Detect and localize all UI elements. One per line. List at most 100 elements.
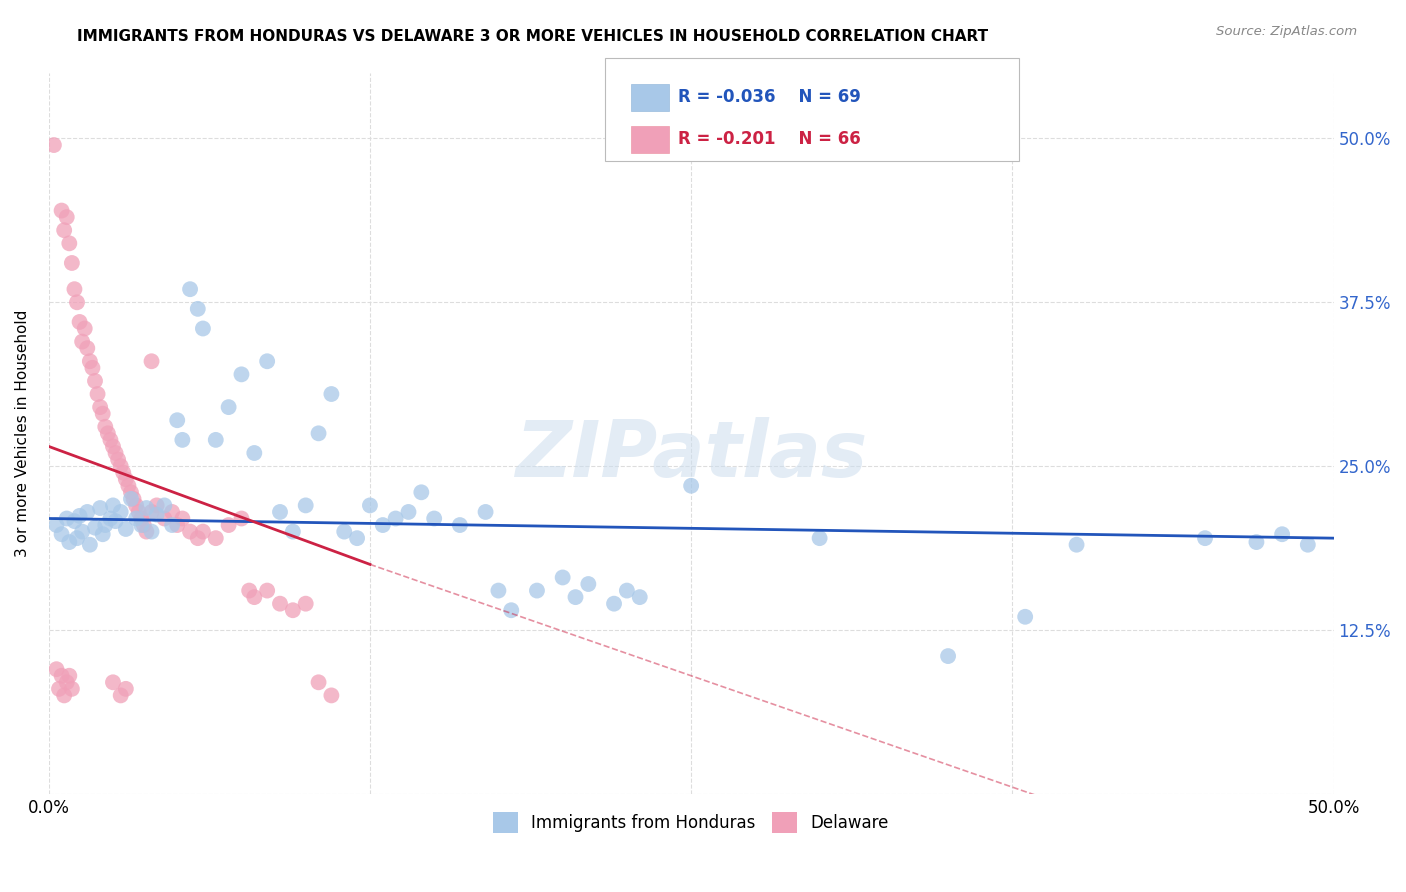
Point xyxy=(48,681,70,696)
Point xyxy=(42,138,65,153)
Point xyxy=(104,446,127,460)
Point xyxy=(94,518,117,533)
Point xyxy=(55,511,77,525)
Point xyxy=(321,689,343,703)
Point xyxy=(51,527,73,541)
Point xyxy=(616,583,638,598)
Point xyxy=(501,603,523,617)
Point xyxy=(101,439,124,453)
Point xyxy=(256,583,278,598)
Point xyxy=(100,433,122,447)
Point xyxy=(91,527,114,541)
Point xyxy=(100,511,122,525)
Point xyxy=(398,505,420,519)
Point xyxy=(70,524,93,539)
Point xyxy=(58,236,80,251)
Point xyxy=(179,282,201,296)
Point xyxy=(576,577,599,591)
Point xyxy=(76,505,98,519)
Point xyxy=(89,400,111,414)
Point xyxy=(132,518,155,533)
Point xyxy=(172,511,194,525)
Point xyxy=(145,508,167,522)
Point xyxy=(51,203,73,218)
Point xyxy=(1194,531,1216,545)
Point xyxy=(218,518,240,533)
Point xyxy=(120,491,142,506)
Point xyxy=(55,210,77,224)
Point xyxy=(76,341,98,355)
Point xyxy=(79,538,101,552)
Point xyxy=(45,518,67,533)
Point xyxy=(141,354,163,368)
Point xyxy=(60,256,83,270)
Point xyxy=(63,514,86,528)
Point xyxy=(63,282,86,296)
Point xyxy=(141,505,163,519)
Point xyxy=(179,524,201,539)
Point xyxy=(808,531,831,545)
Point xyxy=(97,426,120,441)
Point xyxy=(238,583,260,598)
Point xyxy=(53,689,76,703)
Point xyxy=(172,433,194,447)
Point xyxy=(84,521,107,535)
Point xyxy=(112,466,135,480)
Text: ZIPatlas: ZIPatlas xyxy=(515,417,868,493)
Text: R = -0.201    N = 66: R = -0.201 N = 66 xyxy=(678,130,860,148)
Point xyxy=(294,597,316,611)
Point xyxy=(101,675,124,690)
Point xyxy=(681,479,703,493)
Point xyxy=(308,675,330,690)
Point xyxy=(308,426,330,441)
Point xyxy=(104,514,127,528)
Point xyxy=(346,531,368,545)
Point xyxy=(936,649,959,664)
Point xyxy=(1271,527,1294,541)
Point xyxy=(281,603,304,617)
Point xyxy=(79,354,101,368)
Point xyxy=(526,583,548,598)
Point xyxy=(86,387,108,401)
Point xyxy=(191,321,214,335)
Point xyxy=(58,535,80,549)
Point xyxy=(1066,538,1088,552)
Point xyxy=(333,524,356,539)
Point xyxy=(135,501,157,516)
Point xyxy=(231,511,253,525)
Point xyxy=(51,669,73,683)
Point xyxy=(45,662,67,676)
Point xyxy=(122,491,145,506)
Point xyxy=(294,499,316,513)
Point xyxy=(114,522,136,536)
Point xyxy=(55,675,77,690)
Point xyxy=(204,433,226,447)
Point xyxy=(160,518,183,533)
Point xyxy=(1014,609,1036,624)
Text: Source: ZipAtlas.com: Source: ZipAtlas.com xyxy=(1216,25,1357,38)
Point xyxy=(60,681,83,696)
Point xyxy=(58,669,80,683)
Point xyxy=(486,583,509,598)
Point xyxy=(474,505,496,519)
Point xyxy=(110,459,132,474)
Point xyxy=(145,499,167,513)
Point xyxy=(281,524,304,539)
Text: R = -0.036    N = 69: R = -0.036 N = 69 xyxy=(678,88,860,106)
Point xyxy=(129,518,152,533)
Point xyxy=(423,511,446,525)
Point xyxy=(114,472,136,486)
Point xyxy=(187,531,209,545)
Point xyxy=(204,531,226,545)
Point xyxy=(1246,535,1268,549)
Point xyxy=(66,295,89,310)
Point xyxy=(69,508,91,523)
Point xyxy=(603,597,626,611)
Point xyxy=(187,301,209,316)
Point xyxy=(160,505,183,519)
Point xyxy=(128,505,150,519)
Point xyxy=(129,511,152,525)
Point xyxy=(243,446,266,460)
Point xyxy=(84,374,107,388)
Point xyxy=(1296,538,1319,552)
